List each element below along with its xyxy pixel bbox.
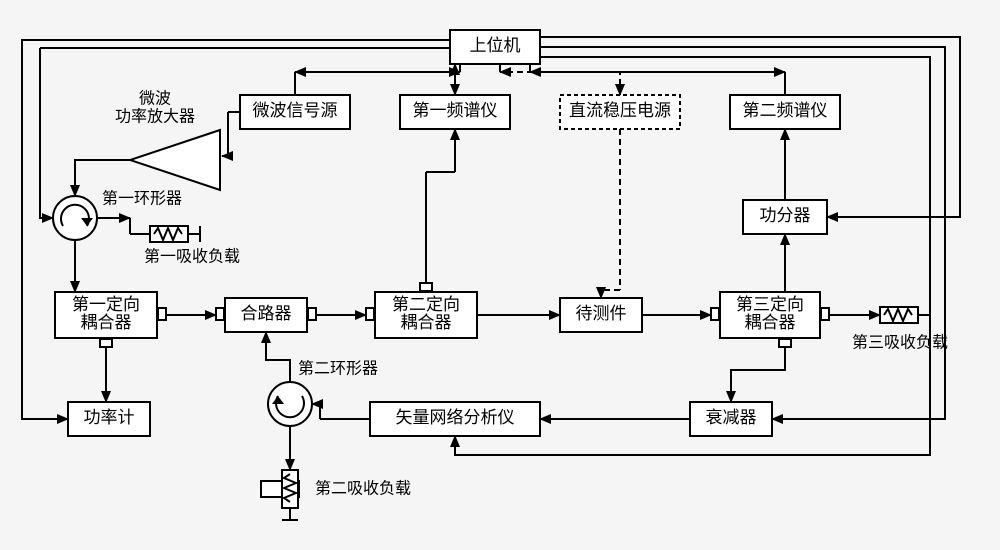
dc3-stub-r [821, 308, 829, 320]
circulator-2-label: 第二环形器 [298, 360, 378, 378]
combiner-stub-r [308, 308, 316, 320]
dut-label: 待测件 [576, 304, 627, 323]
spec2-label: 第二频谱仪 [743, 101, 828, 120]
combiner-label: 合路器 [241, 304, 292, 323]
load-2-label: 第二吸收负载 [315, 480, 411, 498]
dc2-label: 耦合器 [401, 313, 452, 332]
dc3-label: 耦合器 [745, 313, 796, 332]
src-box: 微波信号源 [240, 95, 350, 129]
dc1-label: 耦合器 [81, 313, 132, 332]
dc2-stub-t [420, 283, 432, 291]
dc1-stub [100, 339, 112, 347]
dc1-box: 第一定向耦合器 [55, 292, 157, 338]
att-box: 衰减器 [690, 402, 772, 436]
pm-box: 功率计 [68, 402, 150, 436]
dc2-label: 第二定向 [392, 295, 460, 314]
splitter-box: 功分器 [743, 200, 827, 234]
combiner-box: 合路器 [225, 298, 307, 332]
dc3-stub-b [779, 339, 791, 347]
amp-label-1: 微波 [139, 90, 171, 108]
pm-label: 功率计 [84, 408, 135, 427]
splitter-label: 功分器 [760, 206, 811, 225]
vna-label: 矢量网络分析仪 [396, 408, 515, 427]
spec1-box: 第一频谱仪 [400, 95, 510, 129]
dc3-label: 第三定向 [736, 295, 804, 314]
host-box: 上位机 [450, 30, 540, 64]
dc3-box: 第三定向耦合器 [720, 292, 820, 338]
dcps-box: 直流稳压电源 [560, 95, 680, 129]
load-1-label: 第一吸收负载 [144, 248, 240, 266]
dc3-stub-l [711, 308, 719, 320]
spec1-label: 第一频谱仪 [413, 101, 498, 120]
dc1-label: 第一定向 [72, 295, 140, 314]
circulator-1-label: 第一环形器 [102, 190, 182, 208]
dc2-stub-l [366, 308, 374, 320]
dcps-label: 直流稳压电源 [569, 101, 671, 120]
combiner-stub-l [216, 308, 224, 320]
dc2-box: 第二定向耦合器 [375, 292, 477, 338]
amp-label-2: 功率放大器 [115, 108, 195, 126]
host-label: 上位机 [470, 36, 521, 55]
load-3-label: 第三吸收负载 [852, 334, 948, 352]
vna-box: 矢量网络分析仪 [370, 402, 540, 436]
src-label: 微波信号源 [253, 101, 338, 120]
att-label: 衰减器 [706, 408, 757, 427]
dc1-stub-r [158, 308, 166, 320]
spec2-box: 第二频谱仪 [730, 95, 840, 129]
dut-box: 待测件 [560, 298, 642, 332]
